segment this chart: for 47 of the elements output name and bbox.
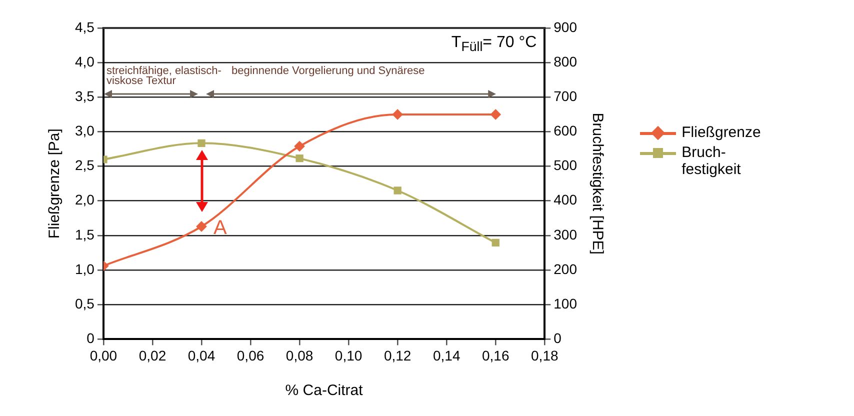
- x-tick-label: 0,08: [286, 347, 314, 364]
- y-tick-label: 0: [86, 330, 95, 346]
- x-tick-label: 0,12: [384, 347, 412, 364]
- y2-tick-label: 500: [554, 157, 578, 174]
- point: [294, 141, 305, 152]
- point: [394, 186, 402, 194]
- point: [492, 238, 500, 247]
- y-tick-label: 1,0: [74, 260, 95, 277]
- point: [490, 109, 501, 120]
- annotation: streichfähige, elastisch-viskose Textur: [106, 65, 222, 88]
- y2-tick-label: 600: [554, 122, 578, 139]
- x-tick-label: 0,10: [334, 347, 362, 364]
- x-tick-label: 0,16: [482, 347, 510, 364]
- point: [392, 109, 403, 120]
- y-tick-label: 3,5: [74, 88, 95, 104]
- y2-tick-label: 0: [554, 330, 562, 346]
- y2-tick-label: 900: [554, 18, 578, 35]
- y2-tick-label: 200: [554, 260, 578, 277]
- x-tick-label: 0,06: [236, 347, 264, 364]
- point: [196, 221, 206, 232]
- x-tick-label: 0,02: [138, 347, 166, 364]
- legend-label: Bruch-festigkeit: [682, 144, 742, 178]
- annotation: A: [214, 216, 228, 239]
- x-tick-label: 0,00: [90, 347, 118, 364]
- y-tick-label: 0,5: [74, 295, 95, 312]
- y-tick-label: 4,0: [74, 53, 95, 70]
- y-axis-title: Fließgrenze [Pa]: [46, 128, 64, 239]
- y2-tick-label: 300: [554, 226, 578, 242]
- annotation: beginnende Vorgelierung und Synärese: [232, 65, 425, 78]
- y2-tick-label: 700: [554, 88, 578, 104]
- point: [296, 154, 304, 162]
- y2-tick-label: 800: [554, 53, 578, 70]
- annotation: T$_{Füll}$= 70 °C: [451, 34, 537, 54]
- y2-axis-title: Bruchfestigkeit [HPE]: [588, 112, 606, 254]
- y2-tick-label: 400: [554, 192, 578, 208]
- y2-tick-label: 100: [554, 295, 578, 312]
- y-tick-label: 3,0: [74, 122, 95, 139]
- x-tick-label: 0,18: [531, 347, 558, 364]
- point: [198, 139, 206, 147]
- y-tick-label: 1,5: [74, 226, 95, 242]
- y-tick-label: 4,5: [74, 18, 95, 35]
- x-axis-title: % Ca-Citrat: [285, 382, 364, 400]
- legend-label: Fließgrenze: [682, 124, 762, 141]
- x-tick-label: 0,14: [432, 347, 460, 364]
- y-tick-label: 2,5: [74, 157, 95, 174]
- y-tick-label: 2,0: [74, 192, 95, 208]
- x-tick-label: 0,04: [188, 347, 216, 364]
